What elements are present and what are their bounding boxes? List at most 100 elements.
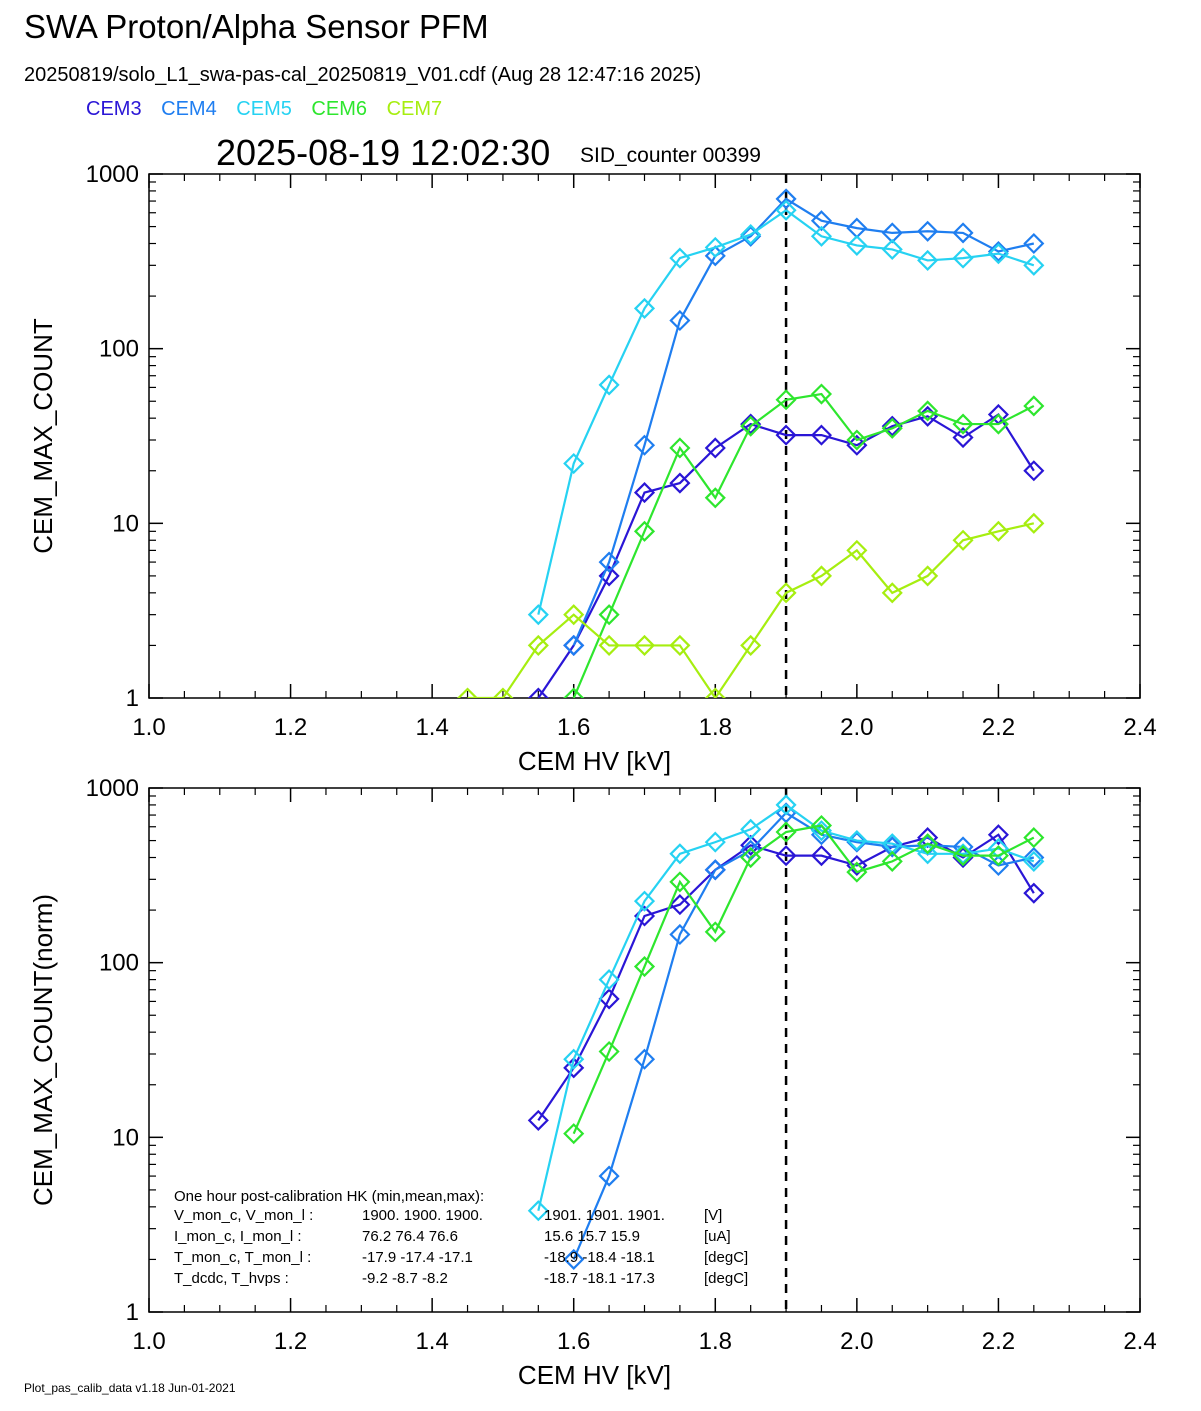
data-point-cem6 — [987, 413, 1009, 435]
data-point-cem3 — [952, 426, 974, 449]
data-point-cem5 — [598, 374, 620, 396]
data-point-cem7 — [598, 634, 620, 656]
data-point-cem4 — [633, 1048, 656, 1070]
data-point-cem6 — [598, 604, 620, 626]
file-subtitle: 20250819/solo_L1_swa-pas-cal_20250819_V0… — [24, 64, 702, 86]
y-tick-label: 1 — [126, 685, 139, 712]
hk-row-l-values: -18.7 -18.1 -17.3 — [544, 1270, 655, 1287]
data-point-cem6 — [917, 400, 939, 422]
hk-row-c-values: 1900. 1900. 1900. — [362, 1207, 483, 1224]
x-tick-label: 1.4 — [415, 714, 448, 741]
hk-row-label: T_dcdc, T_hvps : — [174, 1270, 289, 1287]
legend-cem4: CEM4 — [161, 98, 217, 120]
data-point-cem5 — [704, 236, 726, 258]
data-point-cem4 — [598, 551, 620, 573]
x-tick-label: 1.6 — [557, 714, 590, 741]
hk-row-label: T_mon_c, T_mon_l : — [174, 1249, 311, 1266]
data-point-cem4 — [669, 309, 691, 332]
data-point-cem6 — [810, 814, 833, 837]
legend-cem7: CEM7 — [386, 98, 443, 120]
x-tick-label: 1.6 — [557, 1328, 590, 1355]
data-point-cem4 — [563, 634, 585, 656]
data-point-cem5 — [563, 452, 585, 475]
hk-row-c-values: -9.2 -8.7 -8.2 — [362, 1270, 448, 1287]
legend-cem5: CEM5 — [236, 98, 292, 120]
data-point-cem5 — [952, 247, 974, 269]
x-tick-label: 2.0 — [840, 1328, 873, 1355]
x-tick-label: 2.2 — [982, 714, 1015, 741]
hk-row-unit: [degC] — [704, 1249, 748, 1266]
data-point-cem3 — [1023, 882, 1045, 904]
data-point-cem6 — [740, 846, 762, 869]
data-point-cem4 — [775, 188, 797, 210]
data-point-cem5 — [987, 838, 1009, 860]
data-point-cem7 — [810, 565, 833, 587]
series-line-cem6 — [572, 824, 1035, 1135]
data-point-cem6 — [846, 861, 868, 883]
data-point-cem3 — [740, 834, 762, 856]
data-point-cem3 — [810, 424, 833, 446]
data-point-cem4 — [987, 854, 1009, 877]
legend-cem3: CEM3 — [86, 98, 142, 120]
data-point-cem7 — [917, 565, 939, 587]
y-axis-label: CEM_MAX_COUNT — [28, 318, 58, 554]
data-point-cem5 — [1023, 254, 1045, 276]
series-line-cem7 — [467, 522, 1035, 698]
data-point-cem6 — [952, 413, 974, 435]
data-point-cem5 — [669, 843, 691, 865]
data-point-cem3 — [563, 1057, 585, 1079]
data-point-cem6 — [704, 921, 726, 943]
data-point-cem5 — [563, 1048, 585, 1070]
data-point-cem3 — [987, 824, 1009, 846]
data-point-cem4 — [810, 210, 833, 232]
x-axis-label: CEM HV [kV] — [518, 1360, 671, 1390]
data-point-cem5 — [846, 234, 868, 256]
data-point-cem7 — [669, 634, 691, 656]
data-point-cem5 — [987, 243, 1009, 265]
data-point-cem5 — [633, 297, 656, 319]
data-point-cem5 — [598, 969, 620, 991]
data-point-cem6 — [952, 845, 974, 867]
data-point-cem4 — [987, 240, 1009, 263]
hk-row-unit: [degC] — [704, 1270, 748, 1287]
data-point-cem3 — [1023, 460, 1045, 482]
data-point-cem4 — [1023, 232, 1045, 255]
data-point-cem5 — [669, 247, 691, 269]
x-tick-label: 2.4 — [1123, 714, 1156, 741]
data-point-cem7 — [563, 604, 585, 626]
hk-table: One hour post-calibration HK (min,mean,m… — [174, 1188, 748, 1287]
sid-counter: SID_counter 00399 — [580, 144, 761, 167]
hk-row-unit: [V] — [704, 1207, 722, 1224]
data-point-cem3 — [598, 988, 620, 1010]
data-point-cem7 — [881, 582, 903, 604]
data-point-cem3 — [669, 894, 691, 916]
data-point-cem3 — [775, 845, 797, 867]
data-point-cem5 — [881, 238, 903, 260]
data-point-cem6 — [669, 871, 691, 893]
series-line-cem5 — [537, 803, 1035, 1211]
series-line-cem4 — [572, 811, 1035, 1260]
hk-row-label: I_mon_c, I_mon_l : — [174, 1228, 302, 1245]
series-line-cem4 — [572, 197, 1035, 646]
hk-row-l-values: 15.6 15.7 15.9 — [544, 1228, 640, 1245]
data-point-cem5 — [1023, 850, 1045, 872]
data-point-cem6 — [881, 417, 903, 439]
data-point-cem6 — [881, 850, 903, 872]
x-tick-label: 1.8 — [699, 1328, 732, 1355]
data-point-cem7 — [740, 634, 762, 656]
data-point-cem5 — [527, 604, 549, 626]
data-point-cem3 — [527, 1109, 549, 1131]
data-point-cem3 — [810, 845, 833, 867]
data-point-cem4 — [598, 1165, 620, 1187]
data-point-cem6 — [598, 1040, 620, 1063]
legend: CEM3 CEM4 CEM5 CEM6 CEM7 — [86, 98, 456, 121]
data-point-cem6 — [633, 956, 656, 978]
data-point-cem7 — [1023, 512, 1045, 534]
data-point-cem4 — [740, 225, 762, 247]
data-point-cem3 — [881, 415, 903, 437]
data-point-cem7 — [456, 687, 479, 698]
data-point-cem7 — [704, 687, 726, 698]
hk-row-label: V_mon_c, V_mon_l : — [174, 1207, 313, 1224]
data-point-cem6 — [775, 821, 797, 843]
y-tick-label: 100 — [99, 336, 139, 363]
